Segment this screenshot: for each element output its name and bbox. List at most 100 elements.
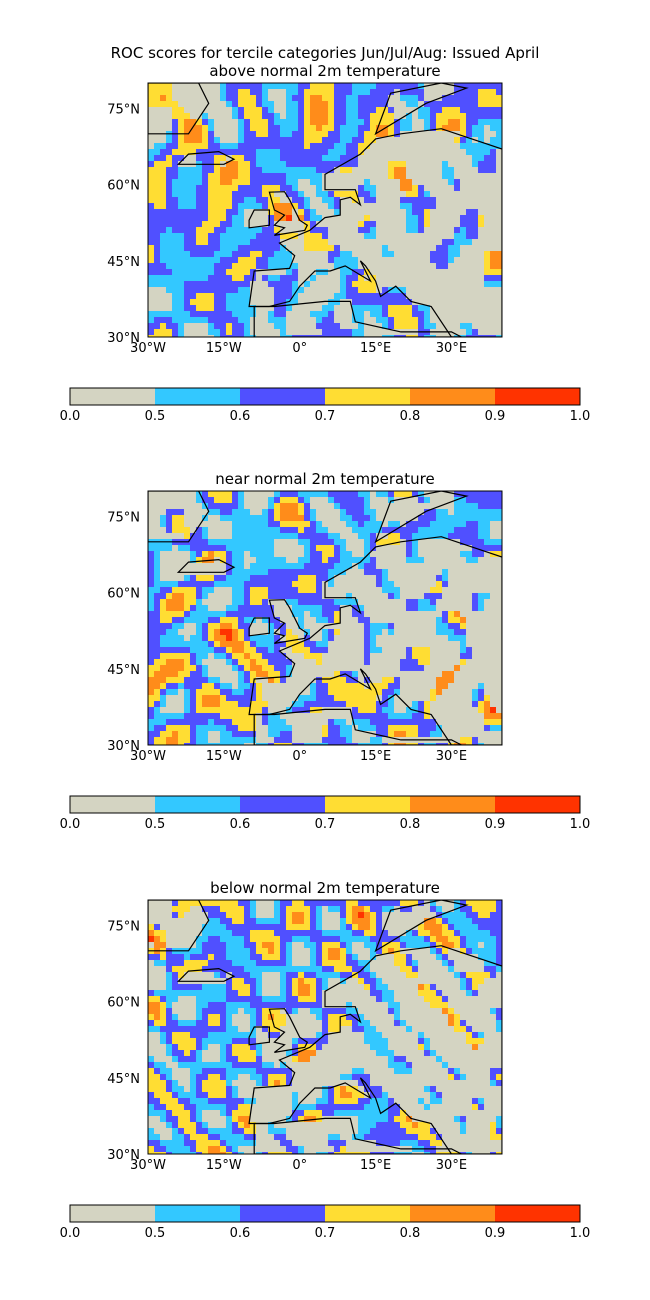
roc-cell xyxy=(280,119,287,126)
roc-cell xyxy=(424,629,431,636)
roc-cell xyxy=(238,683,245,690)
roc-cell xyxy=(400,605,407,612)
roc-cell xyxy=(154,113,161,120)
roc-cell xyxy=(160,563,167,570)
roc-cell xyxy=(382,683,389,690)
roc-cell xyxy=(244,179,251,186)
roc-cell xyxy=(214,539,221,546)
roc-cell xyxy=(484,215,491,222)
roc-cell xyxy=(370,695,377,702)
roc-cell xyxy=(226,545,233,552)
roc-cell xyxy=(262,143,269,150)
roc-cell xyxy=(430,119,437,126)
roc-cell xyxy=(340,731,347,738)
roc-cell xyxy=(328,719,335,726)
roc-cell xyxy=(490,227,497,234)
roc-cell xyxy=(238,119,245,126)
roc-cell xyxy=(280,179,287,186)
roc-cell xyxy=(166,617,173,624)
roc-cell xyxy=(490,671,497,678)
roc-cell xyxy=(178,497,185,504)
roc-cell xyxy=(388,185,395,192)
roc-cell xyxy=(298,629,305,636)
roc-cell xyxy=(268,695,275,702)
roc-cell xyxy=(208,497,215,504)
roc-cell xyxy=(472,329,479,336)
roc-cell xyxy=(304,329,311,336)
roc-cell xyxy=(268,659,275,666)
roc-cell xyxy=(232,257,239,264)
roc-cell xyxy=(394,323,401,330)
roc-cell xyxy=(322,83,329,90)
roc-cell xyxy=(148,599,155,606)
roc-cell xyxy=(238,233,245,240)
roc-cell xyxy=(184,317,191,324)
roc-cell xyxy=(358,491,365,498)
roc-cell xyxy=(232,701,239,708)
roc-cell xyxy=(166,695,173,702)
roc-cell xyxy=(406,119,413,126)
roc-cell xyxy=(220,101,227,108)
roc-cell xyxy=(352,683,359,690)
roc-cell xyxy=(400,209,407,216)
roc-cell xyxy=(244,725,251,732)
roc-cell xyxy=(496,587,502,594)
roc-cell xyxy=(496,131,502,138)
roc-cell xyxy=(172,587,179,594)
roc-cell xyxy=(388,119,395,126)
roc-cell xyxy=(232,731,239,738)
x-tick-label: 15°E xyxy=(360,341,391,356)
roc-cell xyxy=(400,695,407,702)
roc-cell xyxy=(232,551,239,558)
roc-cell xyxy=(160,671,167,678)
roc-cell xyxy=(328,233,335,240)
roc-cell xyxy=(304,617,311,624)
roc-cell xyxy=(322,95,329,102)
roc-cell xyxy=(388,269,395,276)
roc-cell xyxy=(214,95,221,102)
roc-cell xyxy=(298,167,305,174)
roc-cell xyxy=(418,497,425,504)
roc-cell xyxy=(148,497,155,504)
roc-cell xyxy=(214,233,221,240)
roc-cell xyxy=(304,647,311,654)
roc-cell xyxy=(334,89,341,96)
roc-cell xyxy=(292,611,299,618)
roc-cell xyxy=(196,221,203,228)
roc-cell xyxy=(490,299,497,306)
roc-cell xyxy=(244,695,251,702)
roc-cell xyxy=(442,647,449,654)
roc-cell xyxy=(466,509,473,516)
roc-cell xyxy=(448,593,455,600)
roc-cell xyxy=(316,269,323,276)
roc-cell xyxy=(262,611,269,618)
roc-cell xyxy=(160,203,167,210)
roc-cell xyxy=(172,671,179,678)
roc-cell xyxy=(262,551,269,558)
roc-cell xyxy=(484,305,491,312)
roc-cell xyxy=(232,509,239,516)
roc-cell xyxy=(178,689,185,696)
roc-cell xyxy=(160,713,167,720)
roc-cell xyxy=(436,263,443,270)
x-tick-label: 30°W xyxy=(130,341,166,356)
roc-cell xyxy=(364,137,371,144)
roc-cell xyxy=(268,521,275,528)
roc-cell xyxy=(292,659,299,666)
roc-cell xyxy=(184,143,191,150)
roc-cell xyxy=(256,287,263,294)
roc-cell xyxy=(232,599,239,606)
roc-cell xyxy=(418,545,425,552)
roc-cell xyxy=(274,515,281,522)
roc-cell xyxy=(202,179,209,186)
roc-cell xyxy=(202,89,209,96)
roc-cell xyxy=(424,689,431,696)
roc-cell xyxy=(316,491,323,498)
roc-cell xyxy=(406,233,413,240)
roc-cell xyxy=(448,671,455,678)
roc-cell xyxy=(274,707,281,714)
roc-cell xyxy=(448,539,455,546)
roc-cell xyxy=(184,497,191,504)
roc-cell xyxy=(304,695,311,702)
